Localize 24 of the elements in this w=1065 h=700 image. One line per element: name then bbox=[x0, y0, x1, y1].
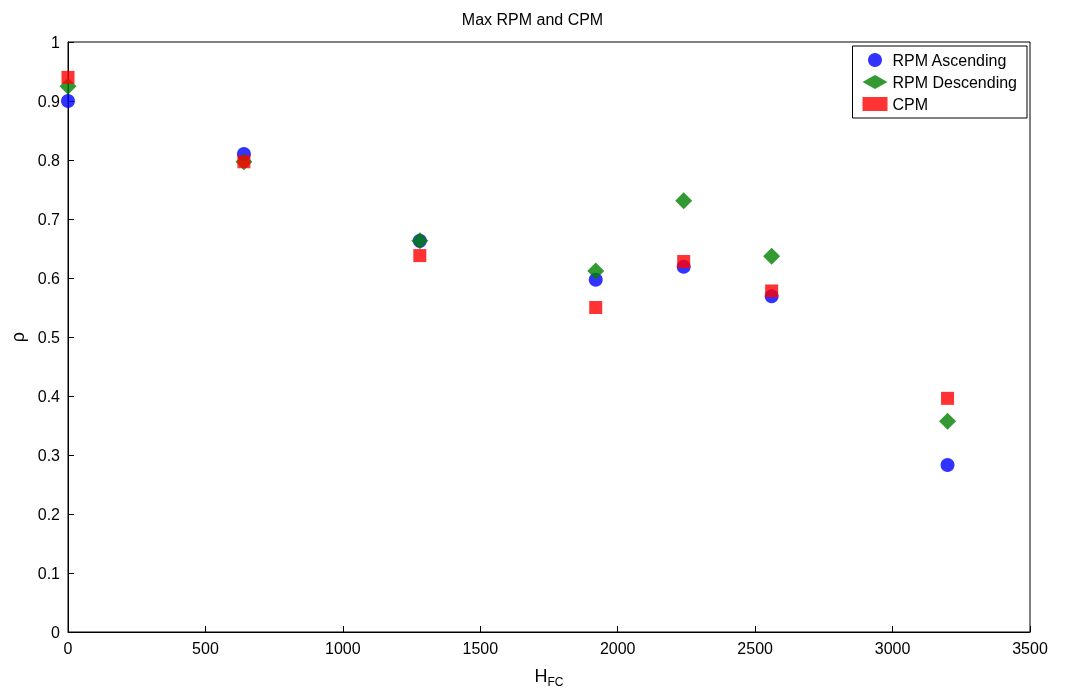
x-tick-label: 2500 bbox=[737, 639, 774, 657]
legend-label: RPM Ascending bbox=[892, 51, 1007, 69]
x-tick-label: 1000 bbox=[325, 639, 361, 657]
y-tick-label: 0 bbox=[51, 623, 61, 641]
y-tick-label: 0.1 bbox=[37, 564, 61, 582]
x-tick-label: 3500 bbox=[1012, 639, 1048, 657]
y-axis-title: ρ bbox=[7, 331, 28, 343]
legend-label: RPM Descending bbox=[892, 73, 1017, 91]
chart-title: Max RPM and CPM bbox=[461, 10, 604, 28]
x-tick-label: 500 bbox=[192, 639, 219, 657]
x-tick-label: 2000 bbox=[599, 639, 636, 657]
y-tick-label: 0.5 bbox=[37, 328, 61, 346]
y-tick-label: 1 bbox=[51, 33, 61, 51]
y-tick-label: 0.6 bbox=[37, 269, 61, 287]
x-tick-label: 1500 bbox=[462, 639, 499, 657]
y-tick-label: 0.4 bbox=[37, 387, 61, 405]
y-tick-label: 0.7 bbox=[37, 210, 61, 228]
legend-label: CPM bbox=[892, 95, 929, 113]
x-tick-label: 3000 bbox=[874, 639, 911, 657]
y-tick-label: 0.9 bbox=[37, 92, 61, 110]
y-tick-label: 0.3 bbox=[37, 446, 61, 464]
x-tick-label: 0 bbox=[63, 639, 73, 657]
y-tick-label: 0.2 bbox=[37, 505, 61, 523]
y-tick-label: 0.8 bbox=[37, 151, 61, 169]
